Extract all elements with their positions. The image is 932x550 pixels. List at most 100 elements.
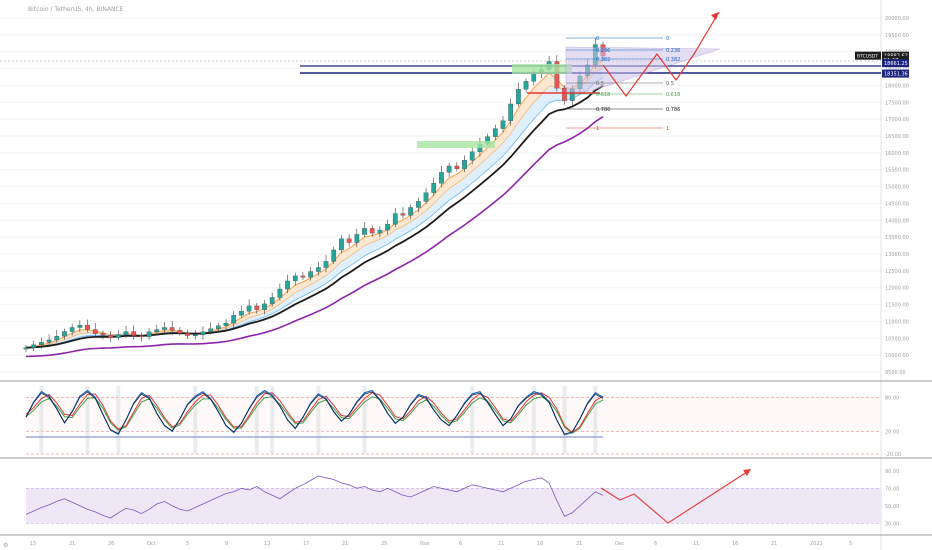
candle [308, 271, 314, 278]
rsi-tick-label: 70.00 [885, 486, 899, 492]
stoch-highlight [562, 386, 567, 454]
rsi-tick-label: 90.00 [885, 469, 899, 475]
moving-averages [25, 60, 604, 358]
scale-settings-button[interactable]: ⚙ [0, 539, 12, 550]
candle [223, 322, 229, 326]
candle [162, 327, 167, 330]
stoch-tick-label: 20.00 [885, 429, 899, 435]
y-tick-label: 14500.00 [885, 201, 909, 207]
candle [85, 324, 90, 330]
rsi-line [25, 475, 604, 519]
fib-label-right: 1 [666, 126, 669, 132]
stoch-highlight [254, 386, 259, 454]
candle [169, 327, 175, 331]
x-tick-label: 6 [459, 541, 462, 547]
candle [531, 73, 537, 82]
time-axis[interactable]: 15 21 26 Oct 5 9 13 17 21 25 Nov 6 11 16 21 Dec 6 11 16 21 2… [30, 541, 852, 547]
candle [454, 165, 460, 169]
y-tick-label: 16500.00 [885, 134, 909, 140]
stoch-band [26, 397, 881, 432]
candle [123, 331, 129, 335]
ema-fast-band [26, 60, 603, 348]
candlesticks [23, 38, 606, 352]
x-tick-label: 2021 [810, 541, 823, 547]
y-tick-label: 12000.00 [885, 286, 909, 292]
candle [100, 333, 106, 336]
x-tick-label: 5 [849, 541, 852, 547]
candle [369, 228, 375, 234]
candle [446, 165, 452, 173]
stoch-black-line [25, 391, 604, 435]
y-tick-label: 19500.00 [885, 33, 909, 39]
candle [516, 88, 521, 105]
candle [23, 347, 29, 350]
x-tick-label: 5 [186, 541, 189, 547]
y-tick-label: 16000.00 [885, 151, 909, 157]
rsi-pane: 90.00 70.00 50.00 30.00 [25, 469, 899, 527]
candle [339, 238, 344, 251]
stoch-highlight [531, 386, 536, 454]
stoch-highlight [193, 386, 198, 454]
stoch-highlight [316, 386, 321, 454]
candle [115, 334, 121, 338]
candle [392, 213, 398, 225]
x-tick-label: Dec [615, 541, 625, 547]
candle [292, 275, 298, 282]
x-tick-label: 11 [498, 541, 504, 547]
x-tick-label: 21 [771, 541, 777, 547]
candle [285, 280, 290, 290]
fib-label-right: 0.382 [666, 57, 680, 63]
candle [62, 331, 67, 337]
candle [331, 249, 337, 262]
fib-label-right: 0.786 [666, 107, 680, 113]
candle [562, 87, 567, 101]
projection-path [602, 11, 720, 98]
candle [554, 61, 560, 89]
x-tick-label: 16 [537, 541, 543, 547]
fib-label-left: 0.5 [596, 81, 604, 87]
stoch-highlight [593, 386, 598, 454]
stoch-highlight [85, 386, 90, 454]
x-tick-label: 21 [576, 541, 582, 547]
y-tick-label: 17500.00 [885, 100, 909, 106]
x-tick-label: 16 [732, 541, 738, 547]
y-tick-label: 20000.00 [885, 16, 909, 22]
candle [423, 192, 429, 202]
x-tick-label: 9 [225, 541, 228, 547]
price-axis[interactable]: 20000.0019500.0019000.0018500.0018000.00… [885, 16, 909, 376]
stoch-highlight [39, 386, 44, 454]
stoch-highlight [362, 386, 367, 454]
y-tick-label: 9500.00 [885, 370, 906, 376]
x-tick-label: Nov [420, 541, 430, 547]
candle [508, 103, 514, 121]
ema-slow-line [25, 85, 604, 349]
candle [69, 327, 75, 332]
ema-mid-band [26, 67, 603, 348]
fib-label-left: 0.786 [596, 107, 610, 113]
level-tag-lower-label: 18351.36 [884, 72, 908, 78]
symbol-tag-box [855, 51, 881, 60]
symbol-title: Bitcoin / TetherUS, 4h, BINANCE [28, 6, 124, 13]
ema-long-line [25, 116, 604, 358]
support-box [417, 141, 495, 148]
candle [192, 334, 198, 337]
rsi-band [26, 488, 881, 524]
stoch-tick-label: -20.00 [885, 452, 901, 458]
candle [354, 234, 360, 243]
y-tick-label: 18000.00 [885, 83, 909, 89]
x-tick-label: 11 [693, 541, 699, 547]
y-tick-label: 10000.00 [885, 353, 909, 359]
candle [277, 288, 283, 298]
rsi-tick-label: 50.00 [885, 504, 899, 510]
price-grid [0, 17, 881, 373]
candle [177, 330, 183, 334]
candle [146, 331, 152, 338]
y-tick-label: 12500.00 [885, 269, 909, 275]
candle [39, 342, 44, 345]
y-tick-label: 11000.00 [885, 319, 909, 325]
y-tick-label: 13000.00 [885, 252, 909, 258]
x-tick-label: Oct [147, 541, 156, 547]
price-projection [602, 11, 720, 98]
